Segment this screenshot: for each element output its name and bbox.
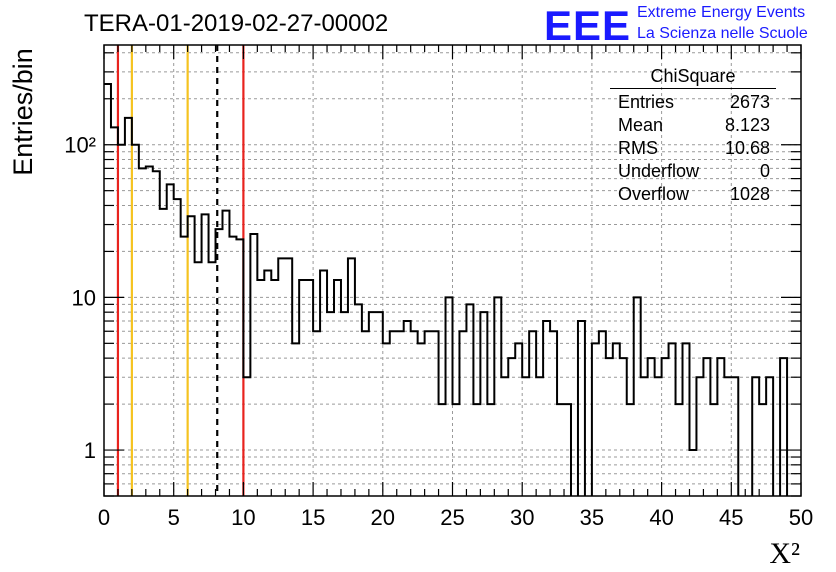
stats-label: RMS bbox=[618, 138, 658, 158]
tick-labels: 0 5 10 15 20 25 30 35 40 45 50 1 10 10² bbox=[64, 133, 813, 530]
stats-title: ChiSquare bbox=[610, 66, 776, 89]
logo-line-1: Extreme Energy Events bbox=[637, 4, 806, 21]
x-tick-label: 25 bbox=[440, 505, 464, 530]
x-axis-label: X² bbox=[769, 537, 800, 570]
y-tick-label: 10 bbox=[72, 285, 96, 310]
x-tick-label: 20 bbox=[371, 505, 395, 530]
x-tick-label: 40 bbox=[649, 505, 673, 530]
x-tick-label: 50 bbox=[789, 505, 813, 530]
x-tick-label: 15 bbox=[301, 505, 325, 530]
stats-row: RMS 10.68 bbox=[610, 137, 776, 160]
stats-row: Entries 2673 bbox=[610, 91, 776, 114]
y-axis-label: Entries/bin bbox=[8, 48, 38, 176]
x-tick-label: 45 bbox=[719, 505, 743, 530]
stats-label: Entries bbox=[618, 92, 675, 112]
axis-ticks bbox=[103, 45, 802, 497]
x-tick-label: 35 bbox=[580, 505, 604, 530]
x-tick-label: 0 bbox=[98, 505, 110, 530]
stats-label: Overflow bbox=[618, 184, 690, 204]
x-tick-label: 30 bbox=[510, 505, 534, 530]
y-tick-label: 10² bbox=[64, 133, 96, 158]
eee-logo: EEE bbox=[544, 2, 632, 49]
marker-lines bbox=[116, 45, 245, 496]
stats-value: 1028 bbox=[729, 184, 770, 204]
stats-row: Underflow 0 bbox=[610, 160, 776, 183]
stats-value: 0 bbox=[759, 161, 770, 181]
stats-label: Underflow bbox=[618, 161, 700, 181]
stats-box: ChiSquare Entries 2673 Mean 8.123 RMS 10.68… bbox=[610, 66, 776, 206]
chart-title: TERA-01-2019-02-27-00002 bbox=[84, 10, 389, 37]
y-tick-label: 1 bbox=[84, 438, 96, 463]
stats-row: Overflow 1028 bbox=[610, 183, 776, 206]
logo-line-2: La Scienza nelle Scuole bbox=[637, 25, 808, 42]
stats-row: Mean 8.123 bbox=[610, 114, 776, 137]
stats-value: 2673 bbox=[729, 92, 770, 112]
x-tick-label: 10 bbox=[231, 505, 255, 530]
stats-value: 10.68 bbox=[724, 138, 770, 158]
stats-label: Mean bbox=[618, 115, 664, 135]
x-tick-label: 5 bbox=[168, 505, 180, 530]
histogram-line bbox=[104, 82, 789, 496]
stats-value: 8.123 bbox=[724, 115, 770, 135]
